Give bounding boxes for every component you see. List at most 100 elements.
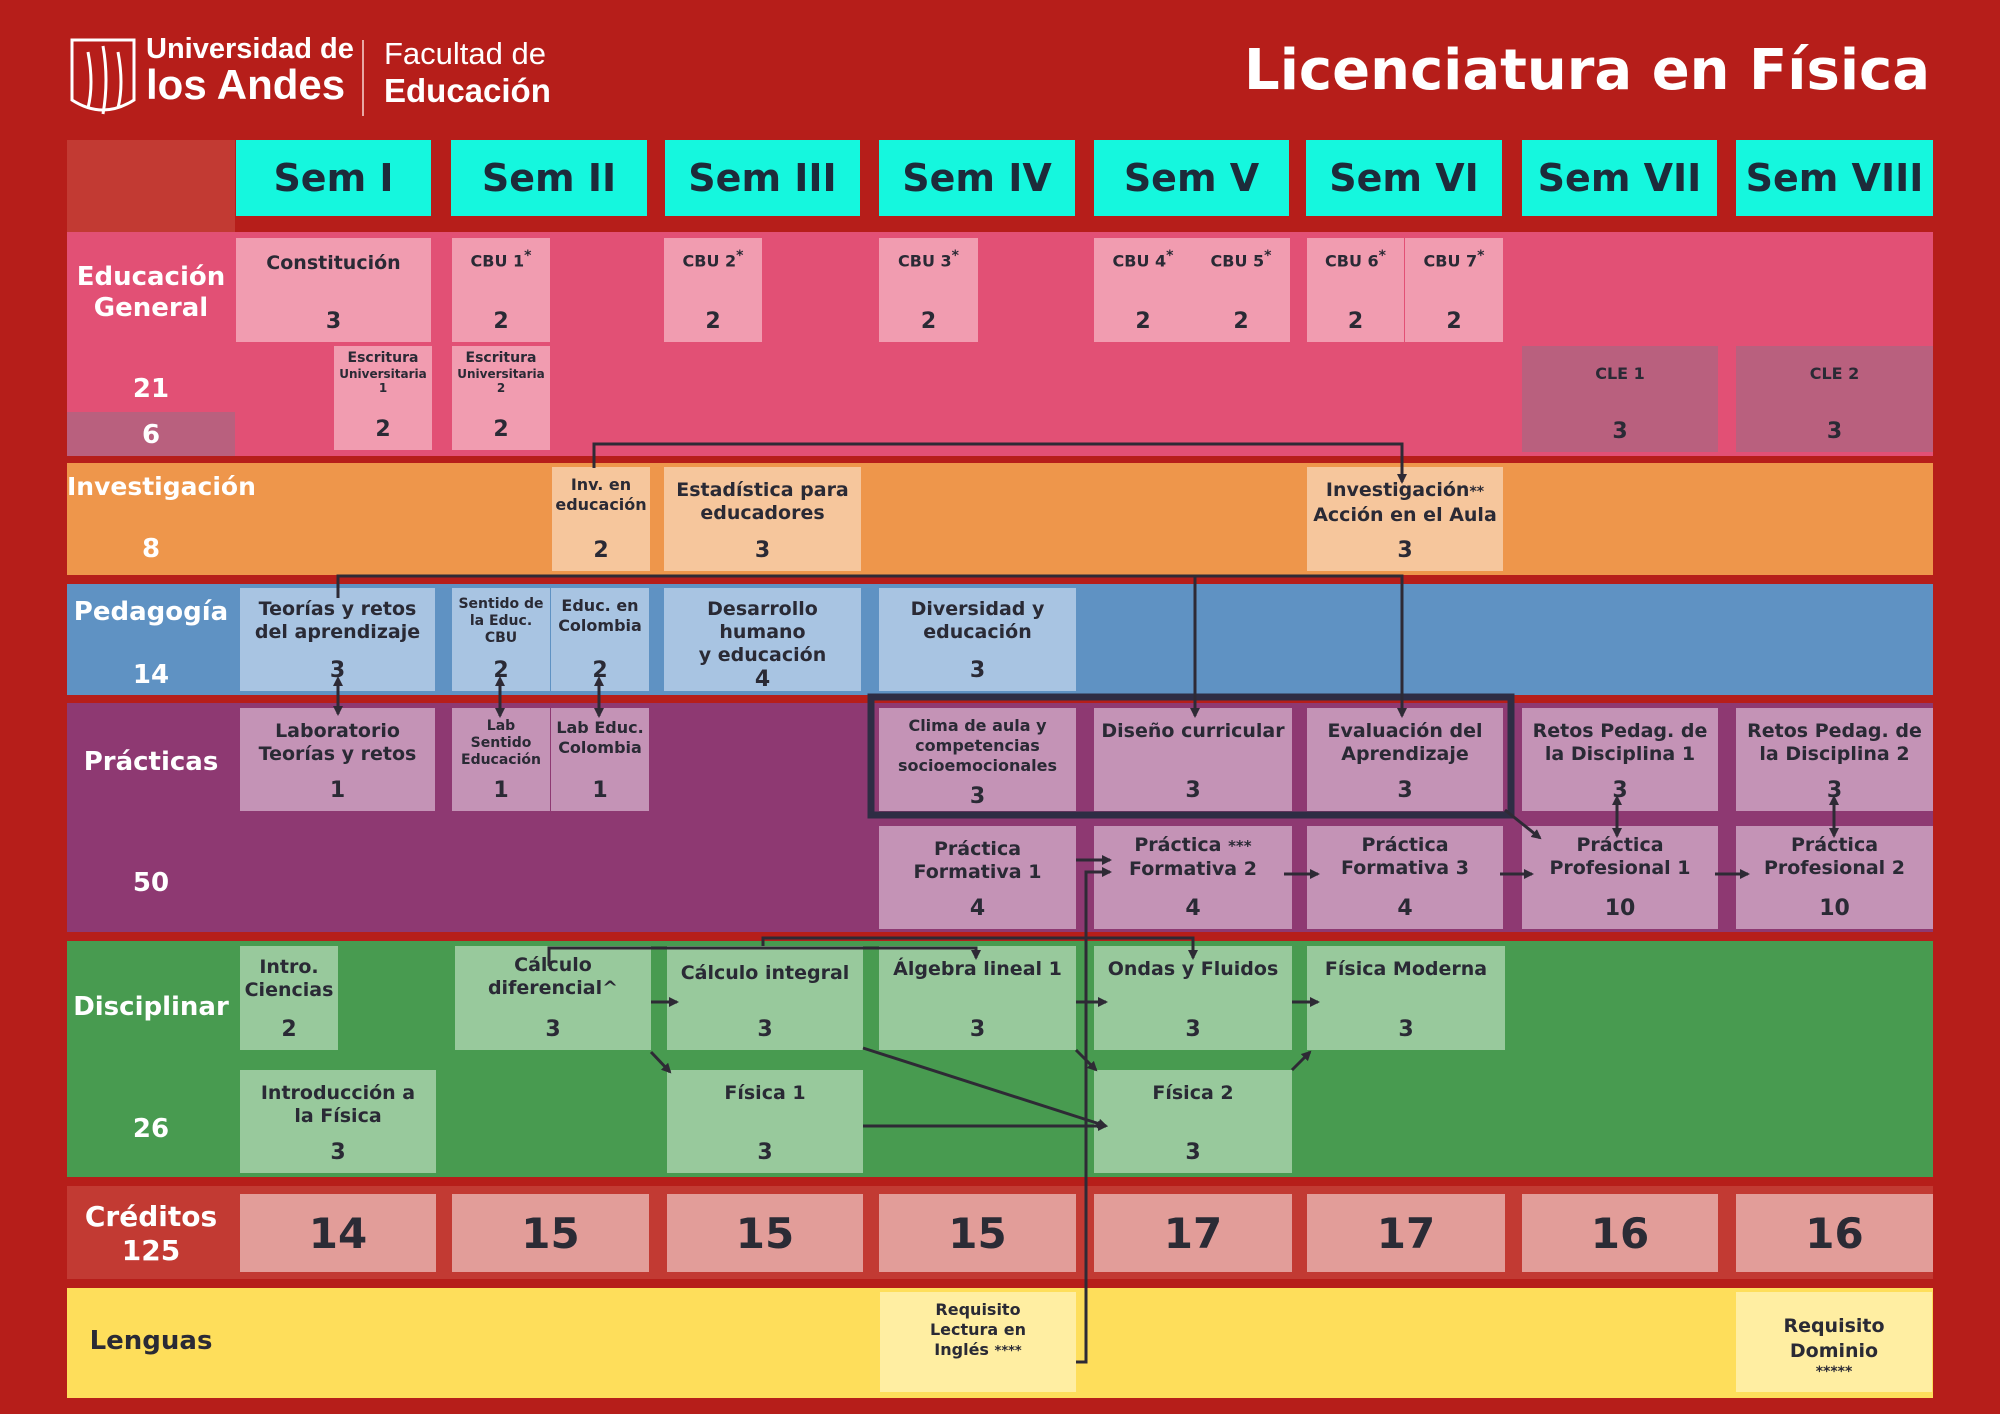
course-calculo-integral[interactable]: Cálculo integral 3 [667,946,863,1050]
course-line1: Práctica [1361,834,1449,856]
course-credits: 4 [1185,896,1201,921]
course-credits: 2 [1347,309,1364,334]
course-escritura-1[interactable]: Escritura Universitaria 1 2 [334,346,432,450]
course-escritura-2[interactable]: Escritura Universitaria 2 2 [452,346,550,450]
highlight-frame [867,693,1515,819]
course-line1: Práctica [1790,834,1879,856]
course-number: 2 [496,381,506,395]
course-credits: 3 [757,1017,773,1042]
semester-credits-3: 15 [667,1194,863,1272]
course-pf3[interactable]: Práctica Formativa 3 4 [1307,826,1503,929]
course-clima[interactable]: Clima de aula y competencias socioemocio… [879,708,1076,811]
course-line1: Clima de aula y [908,716,1047,735]
band-general-extra [67,412,235,456]
course-credits: 3 [1397,538,1413,563]
requirement-line2: Lectura en [929,1320,1027,1339]
faculty-name-line2: Educación [384,72,551,109]
requirement-line1: Requisito [935,1300,1021,1319]
course-line2: Formativa 1 [913,861,1042,883]
connector-teorias-to-diseno [336,574,1200,718]
course-estadistica[interactable]: Estadística para educadores 3 [664,467,861,571]
course-line1: Lab Educ. [556,718,644,737]
course-cbu7[interactable]: CBU 7* 2 [1405,238,1503,342]
connector-fisica2-moderna [1290,1050,1312,1072]
course-intro-ciencias[interactable]: Intro. Ciencias 2 [240,946,338,1050]
area-creditos-label: Créditos [84,1200,218,1233]
university-name-line1: Universidad de [146,33,354,65]
course-subtitle: Universitaria [457,367,545,381]
course-name: CBU 3 [898,251,952,271]
course-inv-accion[interactable]: Investigación** Acción en el Aula 3 [1307,467,1503,571]
course-line1: Retos Pedag. de [1532,720,1708,742]
course-diversidad[interactable]: Diversidad y educación 3 [879,588,1076,691]
semester-header-8: Sem VIII [1736,140,1933,216]
course-credits: 3 [969,658,986,683]
course-inv-educacion[interactable]: Inv. en educación 2 [552,467,650,571]
requirement-mark: **** [994,1344,1022,1359]
course-constitucion[interactable]: Constitución 3 [236,238,431,342]
course-line2: Formativa 2 [1129,858,1257,880]
area-general-extra-credits: 6 [141,420,161,450]
course-cbu6[interactable]: CBU 6* 2 [1307,238,1404,342]
course-mark: *** [1228,837,1252,855]
course-retos1[interactable]: Retos Pedag. de la Disciplina 1 3 [1522,708,1718,811]
course-line2: Aprendizaje [1341,743,1469,765]
course-credits: 1 [592,778,608,803]
course-lab-colombia[interactable]: Lab Educ. Colombia 1 [551,708,649,811]
course-sentido[interactable]: Sentido de la Educ. CBU 2 [452,588,550,691]
course-line1: Cálculo integral [680,962,850,984]
course-lab-sentido[interactable]: Lab Sentido Educación 1 [452,708,550,811]
course-cbu3[interactable]: CBU 3* 2 [879,238,978,342]
requirement-dominio[interactable]: Requisito Dominio ***** [1736,1292,1932,1392]
course-pf1[interactable]: Práctica Formativa 1 4 [879,826,1076,929]
requirement-ingles[interactable]: Requisito Lectura en Inglés **** [880,1292,1076,1392]
course-lab-teorias[interactable]: Laboratorio Teorías y retos 1 [240,708,435,811]
course-line2: Educación [461,752,541,768]
course-credits: 2 [281,1017,297,1042]
course-cbu2[interactable]: CBU 2* 2 [664,238,762,342]
course-line2: del aprendizaje [254,621,421,643]
connector-algebra-fisica2 [1074,1048,1098,1072]
semester-credits-1: 14 [240,1194,436,1272]
course-algebra[interactable]: Álgebra lineal 1 3 [879,946,1076,1050]
course-line1: Ondas y Fluidos [1107,958,1279,980]
course-cbu4[interactable]: CBU 4* 2 [1094,238,1192,342]
course-retos2[interactable]: Retos Pedag. de la Disciplina 2 3 [1736,708,1933,811]
course-mark: * [736,248,744,264]
course-line2: Profesional 1 [1549,857,1691,879]
course-fisica-moderna[interactable]: Física Moderna 3 [1307,946,1505,1050]
course-fisica-1[interactable]: Física 1 3 [667,1070,863,1173]
course-intro-fisica[interactable]: Introducción a la Física 3 [240,1070,436,1173]
course-cle2[interactable]: CLE 2 3 [1736,346,1933,452]
course-name: Escritura [347,350,419,366]
course-evaluacion[interactable]: Evaluación del Aprendizaje 3 [1307,708,1503,811]
course-teorias[interactable]: Teorías y retos del aprendizaje 3 [240,588,435,691]
course-desarrollo[interactable]: Desarrollo humano y educación 4 [664,588,861,692]
course-pp1[interactable]: Práctica Profesional 1 10 [1522,826,1718,929]
semester-credits-8: 16 [1736,1194,1933,1272]
requirement-mark: ***** [1815,1364,1853,1380]
course-cbu5[interactable]: CBU 5* 2 [1192,238,1290,342]
course-diseno[interactable]: Diseño curricular 3 [1094,708,1292,811]
course-line1: Cálculo [514,954,592,976]
course-mark: * [1166,248,1174,264]
page-title: Licenciatura en Física [1244,38,1930,103]
band-investigacion [67,463,1933,575]
course-fisica-2[interactable]: Física 2 3 [1094,1070,1292,1173]
course-pf2[interactable]: Práctica *** Formativa 2 4 [1094,826,1292,929]
course-calculo-diferencial[interactable]: Cálculo diferencial^ 3 [455,946,651,1050]
course-number: 1 [378,381,388,395]
connector-calcint-fisica2 [862,1046,1108,1129]
semester-header-7: Sem VII [1522,140,1717,216]
course-credits: 2 [375,417,391,442]
course-cle1[interactable]: CLE 1 3 [1522,346,1718,452]
course-pp2[interactable]: Práctica Profesional 2 10 [1736,826,1933,929]
course-credits: 2 [593,538,609,563]
course-ondas[interactable]: Ondas y Fluidos 3 [1094,946,1292,1050]
course-line1: Estadística para [676,479,849,501]
course-credits: 3 [325,309,342,334]
course-cbu1[interactable]: CBU 1* 2 [452,238,550,342]
area-disciplinar-name: Disciplinar [73,992,229,1022]
course-line1: Álgebra lineal 1 [893,958,1062,980]
